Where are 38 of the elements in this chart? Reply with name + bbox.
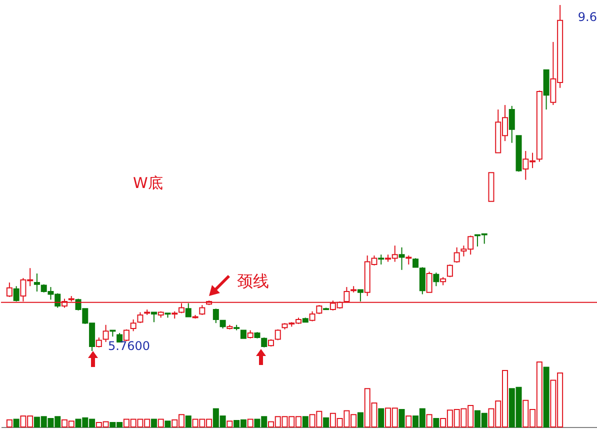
- bar: [150, 418, 157, 428]
- candlestick: [185, 302, 192, 318]
- candlestick: [212, 308, 219, 324]
- legend-label: 颈线: [237, 271, 269, 290]
- candlestick: [316, 304, 322, 315]
- candlestick: [137, 312, 144, 324]
- candlestick: [426, 271, 432, 293]
- candlestick: [433, 272, 440, 287]
- candlestick: [116, 332, 123, 342]
- candlestick: [412, 258, 419, 268]
- bar: [323, 417, 330, 428]
- annotation: 5.7600: [108, 339, 150, 353]
- candlestick: [419, 266, 426, 295]
- candlestick: [309, 310, 316, 322]
- candlestick: [454, 246, 460, 264]
- candlestick: [378, 254, 384, 265]
- candlestick: [130, 318, 136, 332]
- candlestick: [123, 328, 130, 342]
- candlestick: [199, 304, 206, 316]
- bar: [543, 366, 550, 428]
- bar: [357, 412, 364, 428]
- candlestick: [13, 286, 20, 302]
- bar: [164, 420, 171, 428]
- bar: [13, 418, 20, 428]
- text: 9.6: [578, 10, 597, 24]
- candlestick: [261, 336, 268, 348]
- annotation: W底: [133, 174, 163, 192]
- candlestick: [150, 312, 157, 323]
- bar: [398, 408, 405, 428]
- candlestick: [508, 105, 515, 144]
- candlestick: [6, 282, 12, 298]
- bar: [433, 418, 440, 428]
- candlestick: [398, 246, 405, 270]
- candlestick: [446, 264, 453, 278]
- bar: [378, 408, 384, 428]
- bar: [302, 416, 308, 428]
- candlestick: [357, 289, 364, 302]
- bar: [185, 415, 192, 428]
